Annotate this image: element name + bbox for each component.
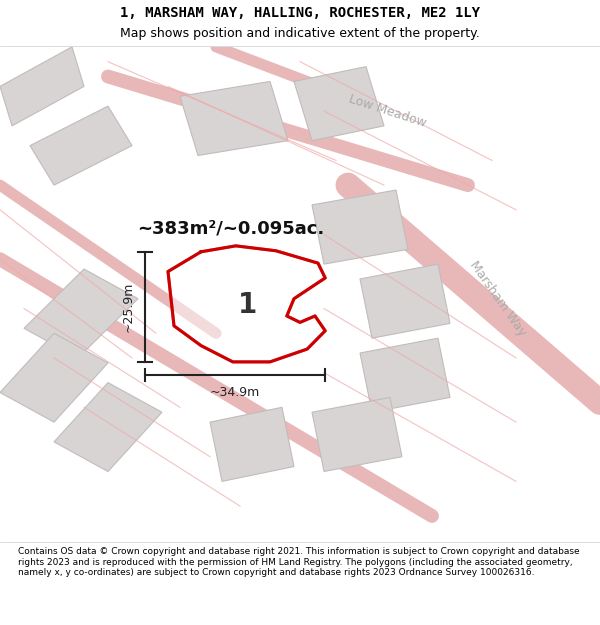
Polygon shape: [294, 67, 384, 141]
Polygon shape: [360, 264, 450, 338]
Polygon shape: [360, 338, 450, 412]
Polygon shape: [54, 382, 162, 471]
Text: Contains OS data © Crown copyright and database right 2021. This information is : Contains OS data © Crown copyright and d…: [18, 548, 580, 577]
Text: ~383m²/~0.095ac.: ~383m²/~0.095ac.: [137, 219, 325, 238]
Polygon shape: [210, 408, 294, 481]
Polygon shape: [312, 398, 402, 471]
Text: Marsham Way: Marsham Way: [467, 259, 529, 339]
Text: Map shows position and indicative extent of the property.: Map shows position and indicative extent…: [120, 28, 480, 40]
Polygon shape: [0, 47, 84, 126]
Text: Low Meadow: Low Meadow: [347, 92, 427, 130]
Polygon shape: [0, 333, 108, 422]
Polygon shape: [312, 190, 408, 264]
Text: ~25.9m: ~25.9m: [121, 282, 134, 332]
Polygon shape: [30, 106, 132, 185]
Polygon shape: [180, 81, 288, 156]
Text: 1, MARSHAM WAY, HALLING, ROCHESTER, ME2 1LY: 1, MARSHAM WAY, HALLING, ROCHESTER, ME2 …: [120, 6, 480, 20]
Polygon shape: [24, 269, 138, 358]
Text: ~34.9m: ~34.9m: [210, 386, 260, 399]
Polygon shape: [168, 246, 325, 362]
Text: 1: 1: [238, 291, 257, 319]
